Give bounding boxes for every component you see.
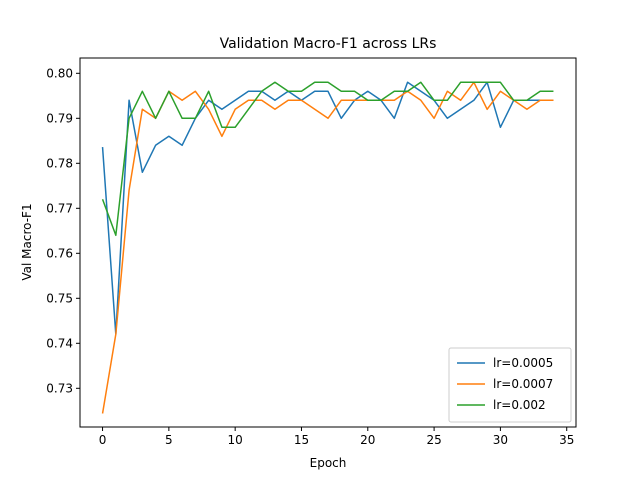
x-axis-ticks: 0 5 10 15 20 25 30 35 xyxy=(99,427,574,447)
x-tick-label: 15 xyxy=(294,433,309,447)
x-tick-label: 20 xyxy=(360,433,375,447)
x-tick-label: 25 xyxy=(426,433,441,447)
y-tick-label: 0.77 xyxy=(46,201,73,215)
y-tick-label: 0.79 xyxy=(46,111,73,125)
x-tick-label: 5 xyxy=(165,433,173,447)
axes-frame xyxy=(79,57,577,428)
x-tick-label: 30 xyxy=(493,433,508,447)
series-line-lr-0-0007 xyxy=(101,81,554,414)
x-tick-label: 10 xyxy=(228,433,243,447)
y-axis-label: Val Macro-F1 xyxy=(20,203,34,280)
legend-box xyxy=(448,347,572,423)
chart-title: Validation Macro-F1 across LRs xyxy=(220,36,437,52)
y-tick-label: 0.76 xyxy=(46,246,73,260)
legend-label: lr=0.002 xyxy=(493,398,546,412)
y-tick-label: 0.75 xyxy=(46,291,73,305)
y-tick-label: 0.74 xyxy=(46,336,73,350)
y-tick-label: 0.78 xyxy=(46,156,73,170)
plot-area xyxy=(101,81,554,414)
y-axis-ticks: 0.73 0.74 0.75 0.76 0.77 0.78 0.79 0.80 xyxy=(46,66,80,395)
legend-label: lr=0.0007 xyxy=(493,377,553,391)
series-line-lr-0-002 xyxy=(101,81,554,237)
y-tick-label: 0.80 xyxy=(46,66,73,80)
x-tick-label: 0 xyxy=(99,433,107,447)
legend: lr=0.0005 lr=0.0007 lr=0.002 xyxy=(448,347,572,423)
x-axis-label: Epoch xyxy=(310,456,347,470)
legend-label: lr=0.0005 xyxy=(493,356,553,370)
x-tick-label: 35 xyxy=(559,433,574,447)
y-tick-label: 0.73 xyxy=(46,381,73,395)
series-line-lr-0-0005 xyxy=(101,81,554,336)
